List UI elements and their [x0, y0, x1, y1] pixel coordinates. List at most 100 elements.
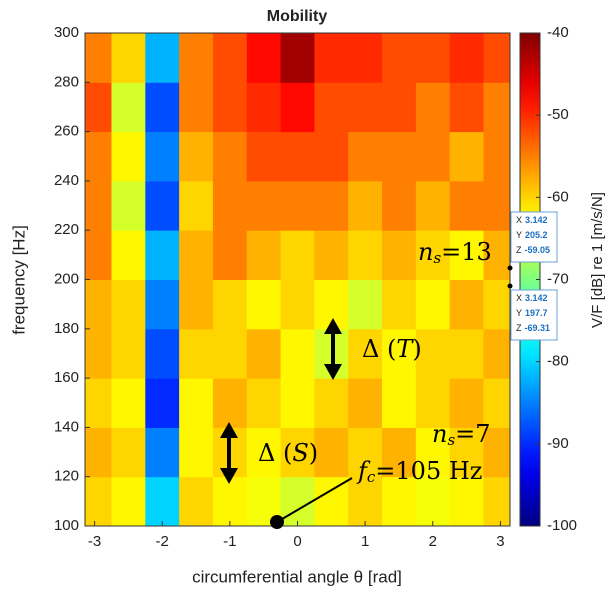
- heat-cell: [280, 476, 315, 526]
- heat-cell: [246, 230, 282, 280]
- heat-cell: [483, 230, 510, 280]
- heat-cell: [348, 378, 383, 428]
- heat-cell: [415, 230, 451, 280]
- heat-cell: [246, 279, 282, 330]
- y-tick-label: 240: [54, 172, 79, 189]
- heat-cell: [179, 378, 214, 428]
- datatip: [510, 211, 558, 263]
- heat-cell: [382, 427, 417, 478]
- y-tick-label: 260: [54, 123, 79, 140]
- heat-cell: [212, 230, 248, 280]
- colorbar-tick-label: -40: [547, 24, 569, 41]
- heat-cell: [85, 427, 112, 478]
- heat-cell: [348, 230, 383, 280]
- heat-cell: [280, 230, 315, 280]
- heat-cell: [212, 279, 248, 330]
- datatip-text: Z -69.31: [516, 323, 550, 333]
- heat-cell: [314, 427, 349, 478]
- heat-cell: [348, 279, 383, 330]
- heat-cell: [348, 476, 383, 526]
- heat-cell: [111, 33, 146, 83]
- heat-cell: [382, 476, 417, 526]
- heat-cell: [348, 131, 383, 182]
- heat-cell: [145, 230, 180, 280]
- colorbar-tick-label: -100: [547, 517, 577, 534]
- heat-cell: [382, 378, 417, 428]
- heat-cell: [246, 378, 282, 428]
- heat-cell: [314, 131, 349, 182]
- colorbar-tick-label: -70: [547, 270, 569, 287]
- heat-cell: [246, 33, 282, 83]
- heat-cell: [111, 230, 146, 280]
- heat-cell: [85, 328, 112, 379]
- heat-cell: [415, 378, 451, 428]
- heat-cell: [111, 82, 146, 133]
- y-tick-label: 180: [54, 320, 79, 337]
- heat-cell: [145, 82, 180, 133]
- colorbar-tick-label: -80: [547, 353, 569, 370]
- heat-cell: [212, 476, 248, 526]
- heat-cell: [280, 33, 315, 83]
- heat-cell: [483, 427, 510, 478]
- heat-cell: [85, 180, 112, 231]
- heat-cell: [85, 279, 112, 330]
- heat-cell: [246, 427, 282, 478]
- heat-cell: [382, 328, 417, 379]
- heat-cell: [382, 82, 417, 133]
- datatip-marker: [507, 283, 513, 289]
- heat-cell: [314, 378, 349, 428]
- datatip-text: Y 197.7: [516, 308, 548, 318]
- heat-cell: [449, 82, 485, 133]
- heat-cell: [415, 427, 451, 478]
- heat-cell: [382, 131, 417, 182]
- heat-cell: [85, 378, 112, 428]
- heat-cell: [415, 82, 451, 133]
- heat-cell: [280, 279, 315, 330]
- y-tick-label: 160: [54, 369, 79, 386]
- heat-cell: [483, 131, 510, 182]
- heat-cell: [449, 378, 485, 428]
- heat-cell: [246, 180, 282, 231]
- annotation: Δ (T): [362, 335, 422, 363]
- datatip-marker: [507, 265, 513, 271]
- x-tick-label: -3: [88, 533, 101, 550]
- annotation: fc=105 Hz: [356, 457, 482, 487]
- x-tick-label: -1: [223, 533, 236, 550]
- heat-cell: [145, 180, 180, 231]
- heat-cell: [212, 180, 248, 231]
- datatip-text: Y 205.2: [516, 230, 548, 240]
- heat-cell: [382, 180, 417, 231]
- heat-cell: [348, 33, 383, 83]
- x-tick-label: 2: [429, 533, 437, 550]
- heat-cell: [85, 33, 112, 83]
- y-tick-label: 100: [54, 517, 79, 534]
- heat-cell: [145, 328, 180, 379]
- colorbar-label: V/F [dB] re 1 [m/s/N]: [589, 192, 606, 328]
- heat-cell: [348, 180, 383, 231]
- annotation: ns=13: [418, 238, 492, 268]
- heat-cell: [483, 279, 510, 330]
- datatip: [510, 289, 558, 341]
- heat-cell: [348, 328, 383, 379]
- x-tick-label: 3: [496, 533, 504, 550]
- heat-cell: [85, 230, 112, 280]
- y-tick-label: 140: [54, 418, 79, 435]
- heat-cell: [111, 427, 146, 478]
- heat-cell: [145, 131, 180, 182]
- datatip-text: X 3.142: [516, 215, 548, 225]
- heat-cell: [179, 82, 214, 133]
- heat-cell: [449, 279, 485, 330]
- heat-cell: [85, 131, 112, 182]
- heat-cell: [483, 82, 510, 133]
- x-tick-label: 1: [361, 533, 369, 550]
- heat-cell: [483, 33, 510, 83]
- heat-cell: [449, 230, 485, 280]
- heat-cell: [382, 279, 417, 330]
- heat-cell: [111, 378, 146, 428]
- heat-cell: [280, 378, 315, 428]
- heat-cell: [483, 378, 510, 428]
- heat-cell: [449, 427, 485, 478]
- heat-cell: [415, 180, 451, 231]
- heat-cell: [415, 328, 451, 379]
